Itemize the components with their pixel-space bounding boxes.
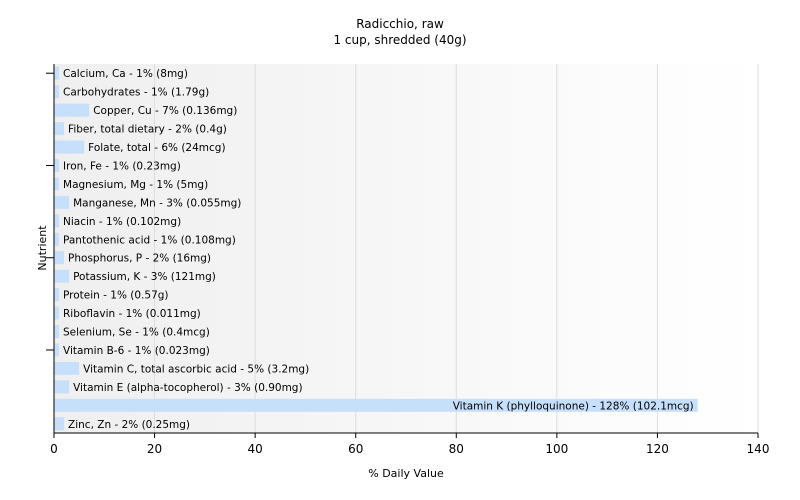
- x-tick-label: 40: [248, 442, 263, 456]
- x-tick-label: 100: [545, 442, 568, 456]
- bar-label: Vitamin K (phylloquinone) - 128% (102.1m…: [453, 400, 694, 412]
- bar-label: Manganese, Mn - 3% (0.055mg): [73, 197, 241, 209]
- bar-label: Selenium, Se - 1% (0.4mcg): [63, 327, 210, 339]
- bar: [54, 251, 65, 265]
- plot-area: [54, 64, 758, 433]
- bar-label: Vitamin E (alpha-tocopherol) - 3% (0.90m…: [73, 382, 303, 394]
- bar: [54, 232, 60, 246]
- bar-label: Folate, total - 6% (24mcg): [88, 142, 225, 154]
- bar: [54, 269, 70, 283]
- x-tick-label: 140: [747, 442, 770, 456]
- bar-label: Calcium, Ca - 1% (8mg): [63, 68, 188, 80]
- bars: Calcium, Ca - 1% (8mg) Carbohydrates - 1%…: [54, 66, 698, 431]
- bar: [54, 343, 60, 357]
- bar-label: Riboflavin - 1% (0.011mg): [63, 308, 201, 320]
- x-tick-label: 20: [147, 442, 162, 456]
- bar: [54, 325, 60, 339]
- bar-label: Protein - 1% (0.57g): [63, 290, 169, 302]
- x-tick-label: 80: [449, 442, 464, 456]
- bar-label: Zinc, Zn - 2% (0.25mg): [68, 419, 190, 431]
- bar-label: Magnesium, Mg - 1% (5mg): [63, 179, 208, 191]
- x-tick-label: 120: [646, 442, 669, 456]
- x-tick-label: 0: [50, 442, 58, 456]
- bar-label: Pantothenic acid - 1% (0.108mg): [63, 234, 236, 246]
- bar: [54, 158, 60, 172]
- bar-label: Iron, Fe - 1% (0.23mg): [63, 160, 181, 172]
- bar-label: Copper, Cu - 7% (0.136mg): [93, 105, 237, 117]
- bar: [54, 417, 65, 431]
- bar: [54, 380, 70, 394]
- bar: [54, 398, 698, 412]
- gridlines: [154, 64, 759, 433]
- plot-background: [54, 64, 758, 433]
- bar-label: Vitamin B-6 - 1% (0.023mg): [63, 345, 210, 357]
- bar-label: Carbohydrates - 1% (1.79g): [63, 87, 209, 99]
- bar-label: Potassium, K - 3% (121mg): [73, 271, 216, 283]
- y-axis-title: Nutrient: [36, 225, 49, 271]
- x-tick-label: 60: [348, 442, 363, 456]
- bar: [54, 306, 60, 320]
- bar: [54, 195, 70, 209]
- bar-label: Fiber, total dietary - 2% (0.4g): [68, 124, 227, 136]
- bar: [54, 85, 60, 99]
- bar: [54, 140, 85, 154]
- bar: [54, 66, 60, 80]
- bar-label: Vitamin C, total ascorbic acid - 5% (3.2…: [83, 363, 309, 375]
- bar-label: Niacin - 1% (0.102mg): [63, 216, 181, 228]
- x-tick-labels: 0 20 40 60 80 100 120 140: [50, 442, 769, 456]
- chart-title: Radicchio, raw: [356, 17, 444, 31]
- bar: [54, 177, 60, 191]
- x-axis-title: % Daily Value: [368, 467, 444, 480]
- bar-label: Phosphorus, P - 2% (16mg): [68, 253, 211, 265]
- chart-subtitle: 1 cup, shredded (40g): [333, 33, 466, 47]
- bar: [54, 103, 90, 117]
- bar: [54, 288, 60, 302]
- bar: [54, 361, 80, 375]
- bar: [54, 122, 65, 136]
- axes: [46, 64, 759, 438]
- bar: [54, 214, 60, 228]
